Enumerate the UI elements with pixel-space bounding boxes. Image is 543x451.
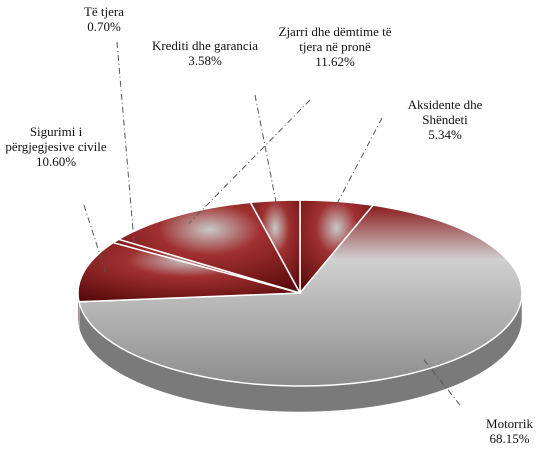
leader-line — [254, 94, 279, 210]
slice-label: Sigurimi i përgjegjesive civile 10.60% — [0, 124, 112, 169]
slice-value: 10.60% — [35, 154, 77, 169]
pie-slice — [78, 204, 523, 387]
pie-slice — [116, 201, 302, 295]
slice-label: Krediti dhe garancia 3.58% — [150, 38, 260, 68]
pie-slice — [77, 241, 301, 303]
leader-line — [83, 204, 107, 274]
pie-slice — [249, 199, 301, 294]
slice-name: Aksidente dhe Shëndeti — [407, 97, 483, 127]
leader-line — [116, 41, 135, 247]
slice-name: Sigurimi i përgjegjesive civile — [5, 124, 107, 154]
slice-label: Motorrik 68.15% — [472, 416, 543, 446]
leader-line — [422, 358, 461, 406]
slice-value: 0.70% — [87, 19, 121, 34]
slice-name: Të tjera — [83, 4, 125, 19]
slice-value: 5.34% — [428, 127, 462, 142]
slice-label: Zjarri dhe dëmtime të tjera në pronë 11.6… — [270, 24, 400, 69]
slice-label: Të tjera 0.70% — [74, 4, 134, 34]
leader-line — [188, 99, 311, 224]
slice-value: 3.58% — [188, 53, 222, 68]
leader-line — [332, 117, 383, 211]
slice-label: Aksidente dhe Shëndeti 5.34% — [395, 97, 495, 142]
slice-name: Krediti dhe garancia — [151, 38, 259, 53]
slice-value: 68.15% — [489, 431, 530, 446]
slice-name: Zjarri dhe dëmtime të tjera në pronë — [278, 24, 392, 54]
slice-name: Motorrik — [486, 416, 533, 431]
slice-value: 11.62% — [315, 54, 355, 69]
